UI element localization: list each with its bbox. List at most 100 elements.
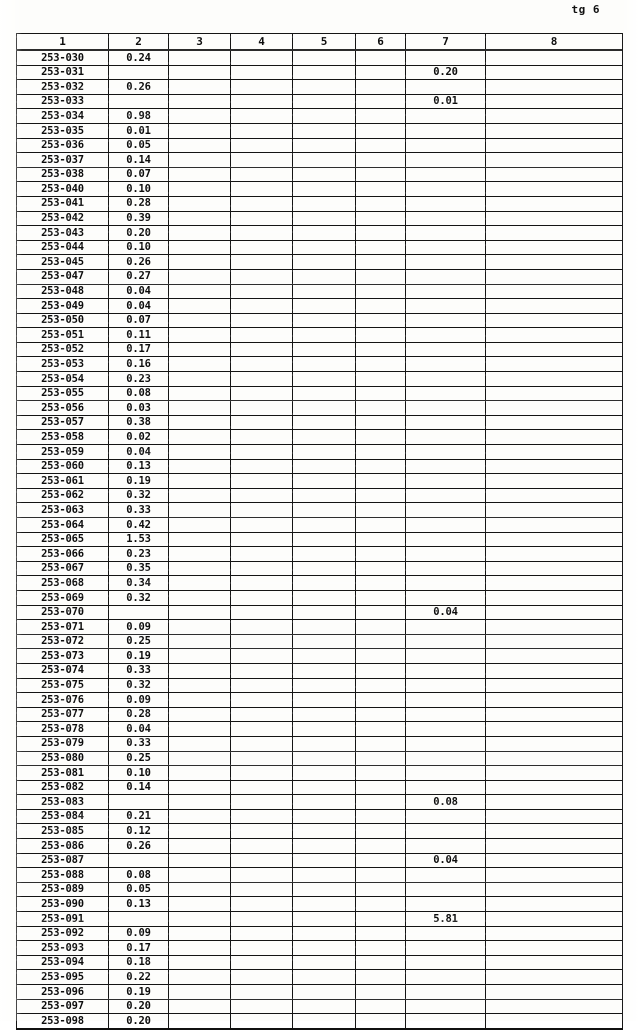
data-cell-col-7 [405, 181, 486, 197]
data-cell-col-5 [292, 604, 356, 621]
data-cell-col-8 [485, 502, 623, 518]
data-cell-col-6 [355, 648, 406, 664]
data-cell-col-2: 0.22 [108, 969, 169, 985]
data-cell-col-7 [405, 49, 486, 66]
data-cell-col-8 [485, 794, 623, 810]
data-cell-col-2: 0.26 [108, 838, 169, 854]
column-header-8: 8 [485, 33, 623, 51]
data-cell-col-5 [292, 969, 356, 985]
data-cell-col-7: 0.04 [405, 852, 486, 869]
row-id-cell: 253-042 [16, 210, 109, 227]
data-cell-col-4 [230, 414, 293, 431]
row-id-cell: 253-075 [16, 677, 109, 694]
data-cell-col-5 [292, 283, 356, 300]
data-cell-col-4 [230, 195, 293, 212]
data-cell-col-5 [292, 400, 356, 416]
data-cell-col-2: 0.19 [108, 984, 169, 1000]
table-row: 253-071 0.09 [16, 619, 623, 635]
data-cell-col-3 [168, 867, 231, 883]
data-cell-col-6 [355, 341, 406, 358]
data-cell-col-6 [355, 312, 406, 329]
data-cell-col-5 [292, 473, 356, 489]
row-id-cell: 253-068 [16, 575, 109, 591]
row-id-cell: 253-030 [16, 49, 109, 66]
table-row: 253-042 0.39 [16, 210, 623, 227]
data-cell-col-7: 0.08 [405, 794, 486, 810]
row-id-cell: 253-084 [16, 808, 109, 825]
data-cell-col-4 [230, 984, 293, 1000]
row-id-cell: 253-089 [16, 881, 109, 898]
row-id-cell: 253-047 [16, 268, 109, 285]
data-cell-col-2: 0.39 [108, 210, 169, 227]
data-cell-col-5 [292, 735, 356, 752]
data-cell-col-2: 0.35 [108, 560, 169, 577]
data-cell-col-8 [485, 925, 623, 942]
data-cell-col-4 [230, 633, 293, 650]
data-cell-col-4 [230, 473, 293, 489]
data-cell-col-7 [405, 750, 486, 767]
data-cell-col-5 [292, 794, 356, 810]
data-cell-col-4 [230, 49, 293, 66]
data-cell-col-8 [485, 225, 623, 241]
data-cell-col-5 [292, 881, 356, 898]
data-cell-col-2: 0.10 [108, 239, 169, 256]
data-cell-col-2: 0.20 [108, 1013, 169, 1030]
data-cell-col-3 [168, 692, 231, 708]
data-cell-col-6 [355, 852, 406, 869]
data-cell-col-5 [292, 108, 356, 124]
data-cell-col-2: 0.32 [108, 677, 169, 694]
data-cell-col-4 [230, 648, 293, 664]
data-cell-col-2: 0.20 [108, 998, 169, 1015]
data-cell-col-6 [355, 677, 406, 694]
data-cell-col-3 [168, 838, 231, 854]
data-cell-col-5 [292, 619, 356, 635]
row-id-cell: 253-091 [16, 911, 109, 927]
data-cell-col-6 [355, 283, 406, 300]
data-cell-col-5 [292, 429, 356, 446]
data-cell-col-3 [168, 356, 231, 373]
table-row: 253-092 0.09 [16, 925, 623, 942]
data-cell-col-5 [292, 64, 356, 81]
data-cell-col-5 [292, 79, 356, 95]
data-cell-col-3 [168, 166, 231, 183]
table-row: 253-091 5.81 [16, 911, 623, 927]
table-row: 253-040 0.10 [16, 181, 623, 197]
data-cell-col-7 [405, 706, 486, 723]
table-row: 253-093 0.17 [16, 940, 623, 956]
data-cell-col-5 [292, 575, 356, 591]
table-row: 253-073 0.19 [16, 648, 623, 664]
data-cell-col-8 [485, 619, 623, 635]
row-id-cell: 253-040 [16, 181, 109, 197]
data-cell-col-8 [485, 385, 623, 402]
table-row: 253-081 0.10 [16, 765, 623, 781]
data-cell-col-2: 0.19 [108, 648, 169, 664]
data-cell-col-3 [168, 648, 231, 664]
data-cell-col-8 [485, 765, 623, 781]
data-cell-col-6 [355, 838, 406, 854]
data-cell-col-6 [355, 181, 406, 197]
data-cell-col-8 [485, 838, 623, 854]
data-cell-col-6 [355, 385, 406, 402]
data-cell-col-8 [485, 517, 623, 533]
data-cell-col-5 [292, 166, 356, 183]
row-id-cell: 253-095 [16, 969, 109, 985]
row-id-cell: 253-082 [16, 779, 109, 796]
data-cell-col-2: 0.33 [108, 735, 169, 752]
data-cell-col-6 [355, 458, 406, 475]
row-id-cell: 253-083 [16, 794, 109, 810]
data-cell-col-6 [355, 940, 406, 956]
data-cell-col-8 [485, 984, 623, 1000]
data-cell-col-7 [405, 444, 486, 460]
data-cell-col-4 [230, 721, 293, 737]
row-id-cell: 253-044 [16, 239, 109, 256]
data-cell-col-5 [292, 546, 356, 562]
data-cell-col-7 [405, 152, 486, 168]
data-cell-col-3 [168, 735, 231, 752]
data-cell-col-4 [230, 400, 293, 416]
table-row: 253-030 0.24 [16, 49, 623, 66]
row-id-cell: 253-074 [16, 662, 109, 679]
data-cell-col-6 [355, 49, 406, 66]
row-id-cell: 253-073 [16, 648, 109, 664]
data-cell-col-7 [405, 137, 486, 154]
data-cell-col-2 [108, 64, 169, 81]
